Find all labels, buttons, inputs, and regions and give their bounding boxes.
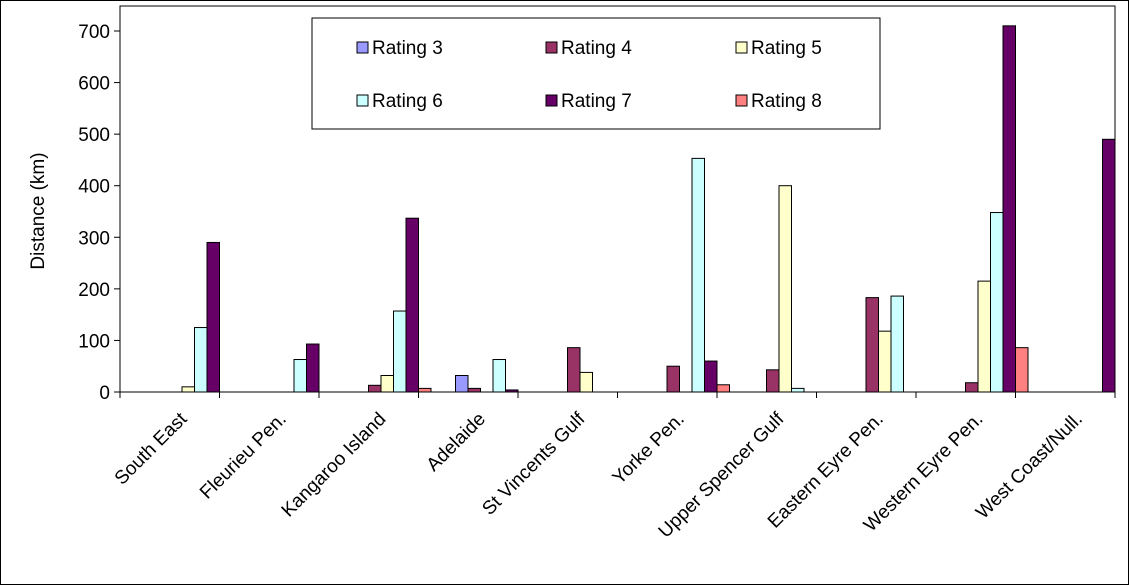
bar-rating-6-3 [492, 359, 506, 393]
y-tick-label: 600 [78, 74, 110, 95]
y-tick-label: 700 [78, 22, 110, 43]
y-tick-label: 400 [78, 177, 110, 198]
bar-rating-6-8 [990, 212, 1004, 393]
bar-rating-8-5 [716, 384, 730, 393]
legend-swatch [545, 94, 558, 107]
bar-rating-5-2 [380, 375, 394, 393]
y-tick-label: 100 [78, 331, 110, 352]
x-tick-label: South East [111, 408, 192, 489]
bar-rating-4-8 [965, 382, 979, 393]
bar-rating-6-7 [890, 295, 904, 393]
bar-rating-6-6 [791, 387, 805, 393]
bar-rating-7-1 [306, 343, 320, 393]
y-axis-title: Distance (km) [28, 152, 49, 269]
bar-rating-4-6 [766, 369, 780, 393]
bar-rating-7-5 [704, 360, 718, 393]
x-tick-label: Yorke Pen. [609, 409, 689, 489]
legend-swatch [735, 41, 748, 54]
y-axis: 0 100 200 300 400 500 600 700 [78, 22, 120, 404]
bar-rating-8-8 [1015, 347, 1029, 393]
legend-box [311, 17, 881, 130]
legend-swatch [545, 41, 558, 54]
legend-swatch [735, 94, 748, 107]
legend-label: Rating 3 [372, 38, 443, 59]
x-tick-label: Fleurieu Pen. [196, 409, 291, 504]
bar-rating-6-0 [194, 327, 208, 393]
x-tick-label: West Coast/Null. [972, 409, 1087, 524]
x-axis: South East Fleurieu Pen.Kangaroo Island Ad… [111, 391, 1116, 542]
bar-rating-7-2 [405, 217, 419, 393]
legend-label: Rating 6 [372, 91, 443, 112]
y-tick-label: 500 [78, 125, 110, 146]
x-tick-label: Kangaroo Island [278, 409, 391, 522]
bar-rating-7-8 [1002, 25, 1016, 393]
bar-rating-5-6 [778, 185, 792, 393]
bar-rating-4-3 [467, 387, 481, 393]
bar-rating-6-5 [691, 157, 705, 393]
legend: Rating 3 Rating 4 Rating 5 Rating 6 Rating 7… [311, 17, 881, 130]
bar-rating-8-2 [418, 387, 432, 393]
bar-rating-7-0 [206, 241, 220, 393]
bar-rating-4-7 [865, 297, 879, 393]
bar-rating-6-2 [393, 310, 407, 393]
legend-label: Rating 5 [751, 38, 822, 59]
bar-rating-5-4 [579, 371, 593, 393]
legend-swatch [356, 41, 369, 54]
bar-rating-4-2 [368, 384, 382, 393]
bar-rating-5-7 [878, 330, 892, 393]
bar-rating-7-9 [1102, 138, 1116, 393]
bar-rating-5-8 [977, 280, 991, 393]
y-tick-label: 0 [99, 383, 110, 404]
bar-rating-3-3 [455, 375, 469, 393]
bar-rating-6-1 [293, 359, 307, 393]
bar-rating-5-0 [181, 386, 195, 393]
bar-rating-4-4 [567, 347, 581, 393]
legend-label: Rating 8 [751, 91, 822, 112]
legend-label: Rating 7 [561, 91, 632, 112]
x-tick-label: Adelaide [423, 409, 490, 476]
legend-label: Rating 4 [561, 38, 632, 59]
bars-layer [181, 25, 1116, 393]
y-tick-label: 300 [78, 228, 110, 249]
legend-swatch [356, 94, 369, 107]
y-tick-label: 200 [78, 280, 110, 301]
x-tick-label: St Vincents Gulf [478, 408, 589, 519]
bar-rating-4-5 [666, 365, 680, 393]
